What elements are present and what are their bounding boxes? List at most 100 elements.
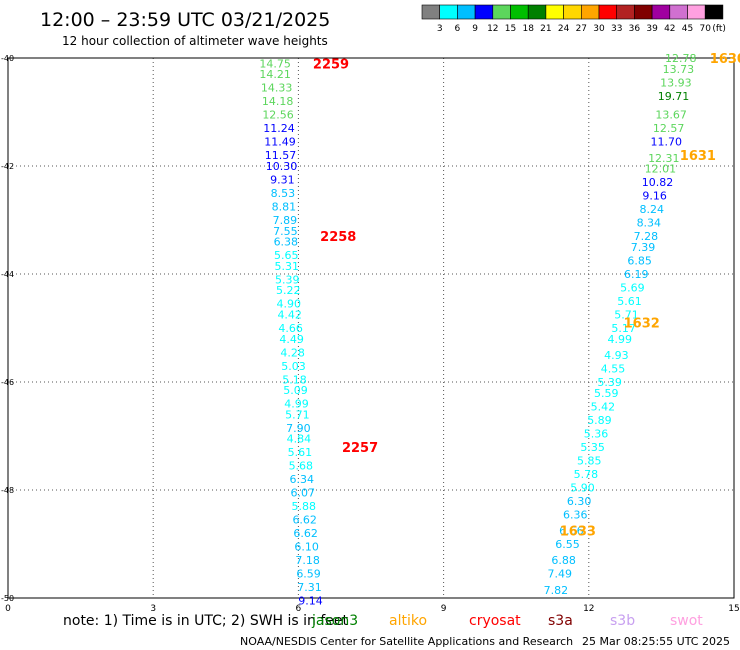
wave-height-point: 5.03 [281, 360, 306, 373]
colorbar-swatch [510, 4, 529, 20]
wave-height-point: 5.69 [620, 282, 645, 295]
chart-title: 12:00 – 23:59 UTC 03/21/2025 [40, 9, 330, 31]
y-axis-ticks: -40 -42 -44 -46 -48 -50 [1, 54, 14, 603]
colorbar-label: 39 [646, 24, 658, 34]
colorbar-swatch [545, 4, 564, 20]
wave-height-point: 5.22 [276, 284, 301, 297]
wave-height-point: 11.49 [264, 136, 296, 149]
footer-note: note: 1) Time is in UTC; 2) SWH is in fe… [63, 613, 349, 629]
pass-number-label: 2257 [342, 441, 378, 456]
wave-height-point: 5.61 [617, 295, 642, 308]
pass-number-label: 1632 [624, 317, 660, 332]
colorbar-swatch [421, 4, 441, 20]
wave-height-point: 4.66 [278, 322, 303, 335]
wave-height-point: 6.85 [627, 255, 652, 268]
colorbar-swatch [563, 4, 582, 20]
colorbar-label: 70 [699, 24, 711, 34]
y-tick-label: -46 [1, 378, 14, 387]
colorbar-swatch [704, 4, 724, 20]
wave-height-point: 5.59 [594, 387, 619, 400]
wave-height-point: 5.31 [275, 260, 300, 273]
wave-height-point: 5.39 [275, 273, 300, 286]
wave-height-point: 4.90 [276, 298, 301, 311]
wave-height-point: 8.81 [272, 201, 297, 214]
colorbar-swatch [687, 4, 706, 20]
colorbar-label: 30 [593, 24, 605, 34]
x-axis-ticks: 0 3 6 9 12 15 [5, 604, 740, 614]
wave-height-point: 19.71 [658, 90, 690, 103]
wave-height-point: 10.82 [642, 176, 674, 189]
wave-height-point: 7.49 [548, 568, 573, 581]
wave-height-point: 5.85 [577, 454, 602, 467]
wave-height-point: 12.57 [653, 122, 685, 135]
wave-height-point: 8.53 [271, 187, 296, 200]
wave-height-point: 7.90 [286, 422, 311, 435]
wave-height-point: 11.24 [263, 122, 295, 135]
wave-height-point: 5.89 [587, 414, 612, 427]
wave-height-point: 5.65 [274, 249, 299, 262]
colorbar-label: 3 [437, 24, 443, 34]
wave-height-point: 14.33 [261, 82, 293, 95]
wave-height-point: 4.93 [604, 349, 629, 362]
x-tick-label: 15 [728, 604, 739, 614]
colorbar-label: 45 [682, 24, 693, 34]
wave-height-point: 5.68 [289, 460, 314, 473]
y-tick-label: -42 [1, 162, 14, 171]
wave-height-point: 13.73 [663, 63, 695, 76]
wave-height-point: 6.07 [291, 487, 316, 500]
pass-number-label: 1633 [560, 525, 596, 540]
wave-height-point: 8.34 [637, 217, 662, 230]
x-tick-label: 9 [441, 604, 447, 614]
wave-height-point: 5.36 [584, 427, 609, 440]
pass-labels: 2259 2258 2257 1630 1631 1632 1633 [313, 52, 740, 540]
wave-height-point: 11.57 [265, 149, 297, 162]
satellite-legend-jason3: jason3 [311, 613, 358, 629]
colorbar-label: 24 [558, 24, 570, 34]
wave-height-point: 5.61 [288, 446, 313, 459]
wave-height-point: 6.66 [559, 525, 584, 538]
colorbar-label: 9 [472, 24, 478, 34]
wave-height-point: 10.30 [266, 160, 298, 173]
wave-height-point: 12.56 [262, 109, 294, 122]
wave-height-point: 4.55 [601, 363, 626, 376]
colorbar-label: 27 [576, 24, 587, 34]
wave-height-point: 9.14 [298, 595, 323, 608]
wave-height-point: 6.36 [563, 508, 588, 521]
satellite-legend-s3a: s3a [548, 613, 573, 629]
colorbar-swatch [616, 4, 635, 20]
wave-height-point: 5.35 [580, 441, 605, 454]
wave-height-point: 5.88 [291, 500, 316, 513]
wave-height-point: 14.75 [259, 57, 291, 70]
wave-height-point: 5.71 [285, 408, 310, 421]
footer-timestamp: 25 Mar 08:25:55 UTC 2025 [582, 635, 730, 648]
wave-height-point: 6.38 [274, 236, 299, 249]
colorbar-swatch [580, 4, 600, 20]
wave-height-point: 6.10 [294, 541, 319, 554]
y-tick-label: -44 [1, 270, 14, 279]
wave-height-point: 5.42 [591, 400, 616, 413]
wave-height-point: 6.62 [293, 527, 318, 540]
x-tick-label: 12 [583, 604, 594, 614]
wave-height-point: 9.16 [642, 190, 667, 203]
colorbar-swatch [669, 4, 688, 20]
wave-height-point: 5.18 [282, 373, 307, 386]
grid-lines [8, 58, 734, 598]
wave-height-point: 11.70 [650, 136, 682, 149]
wave-height-point: 7.39 [631, 241, 656, 254]
wave-height-point: 4.28 [280, 346, 305, 359]
colorbar-label: 6 [455, 24, 461, 34]
wave-height-point: 6.34 [290, 473, 315, 486]
colorbar-swatch [457, 4, 476, 20]
wave-height-point: 6.62 [292, 514, 317, 527]
satellite-legend-swot: swot [670, 613, 703, 629]
wave-height-point: 13.93 [660, 76, 692, 89]
wave-height-point: 5.78 [574, 468, 599, 481]
chart-subtitle: 12 hour collection of altimeter wave hei… [62, 34, 328, 48]
y-tick-label: -48 [1, 486, 14, 495]
wave-height-point: 5.71 [614, 309, 639, 322]
wave-height-point: 6.59 [296, 568, 321, 581]
wave-height-point: 6.30 [567, 495, 592, 508]
wave-height-point: 12.31 [648, 152, 680, 165]
colorbar-label: 21 [540, 24, 551, 34]
